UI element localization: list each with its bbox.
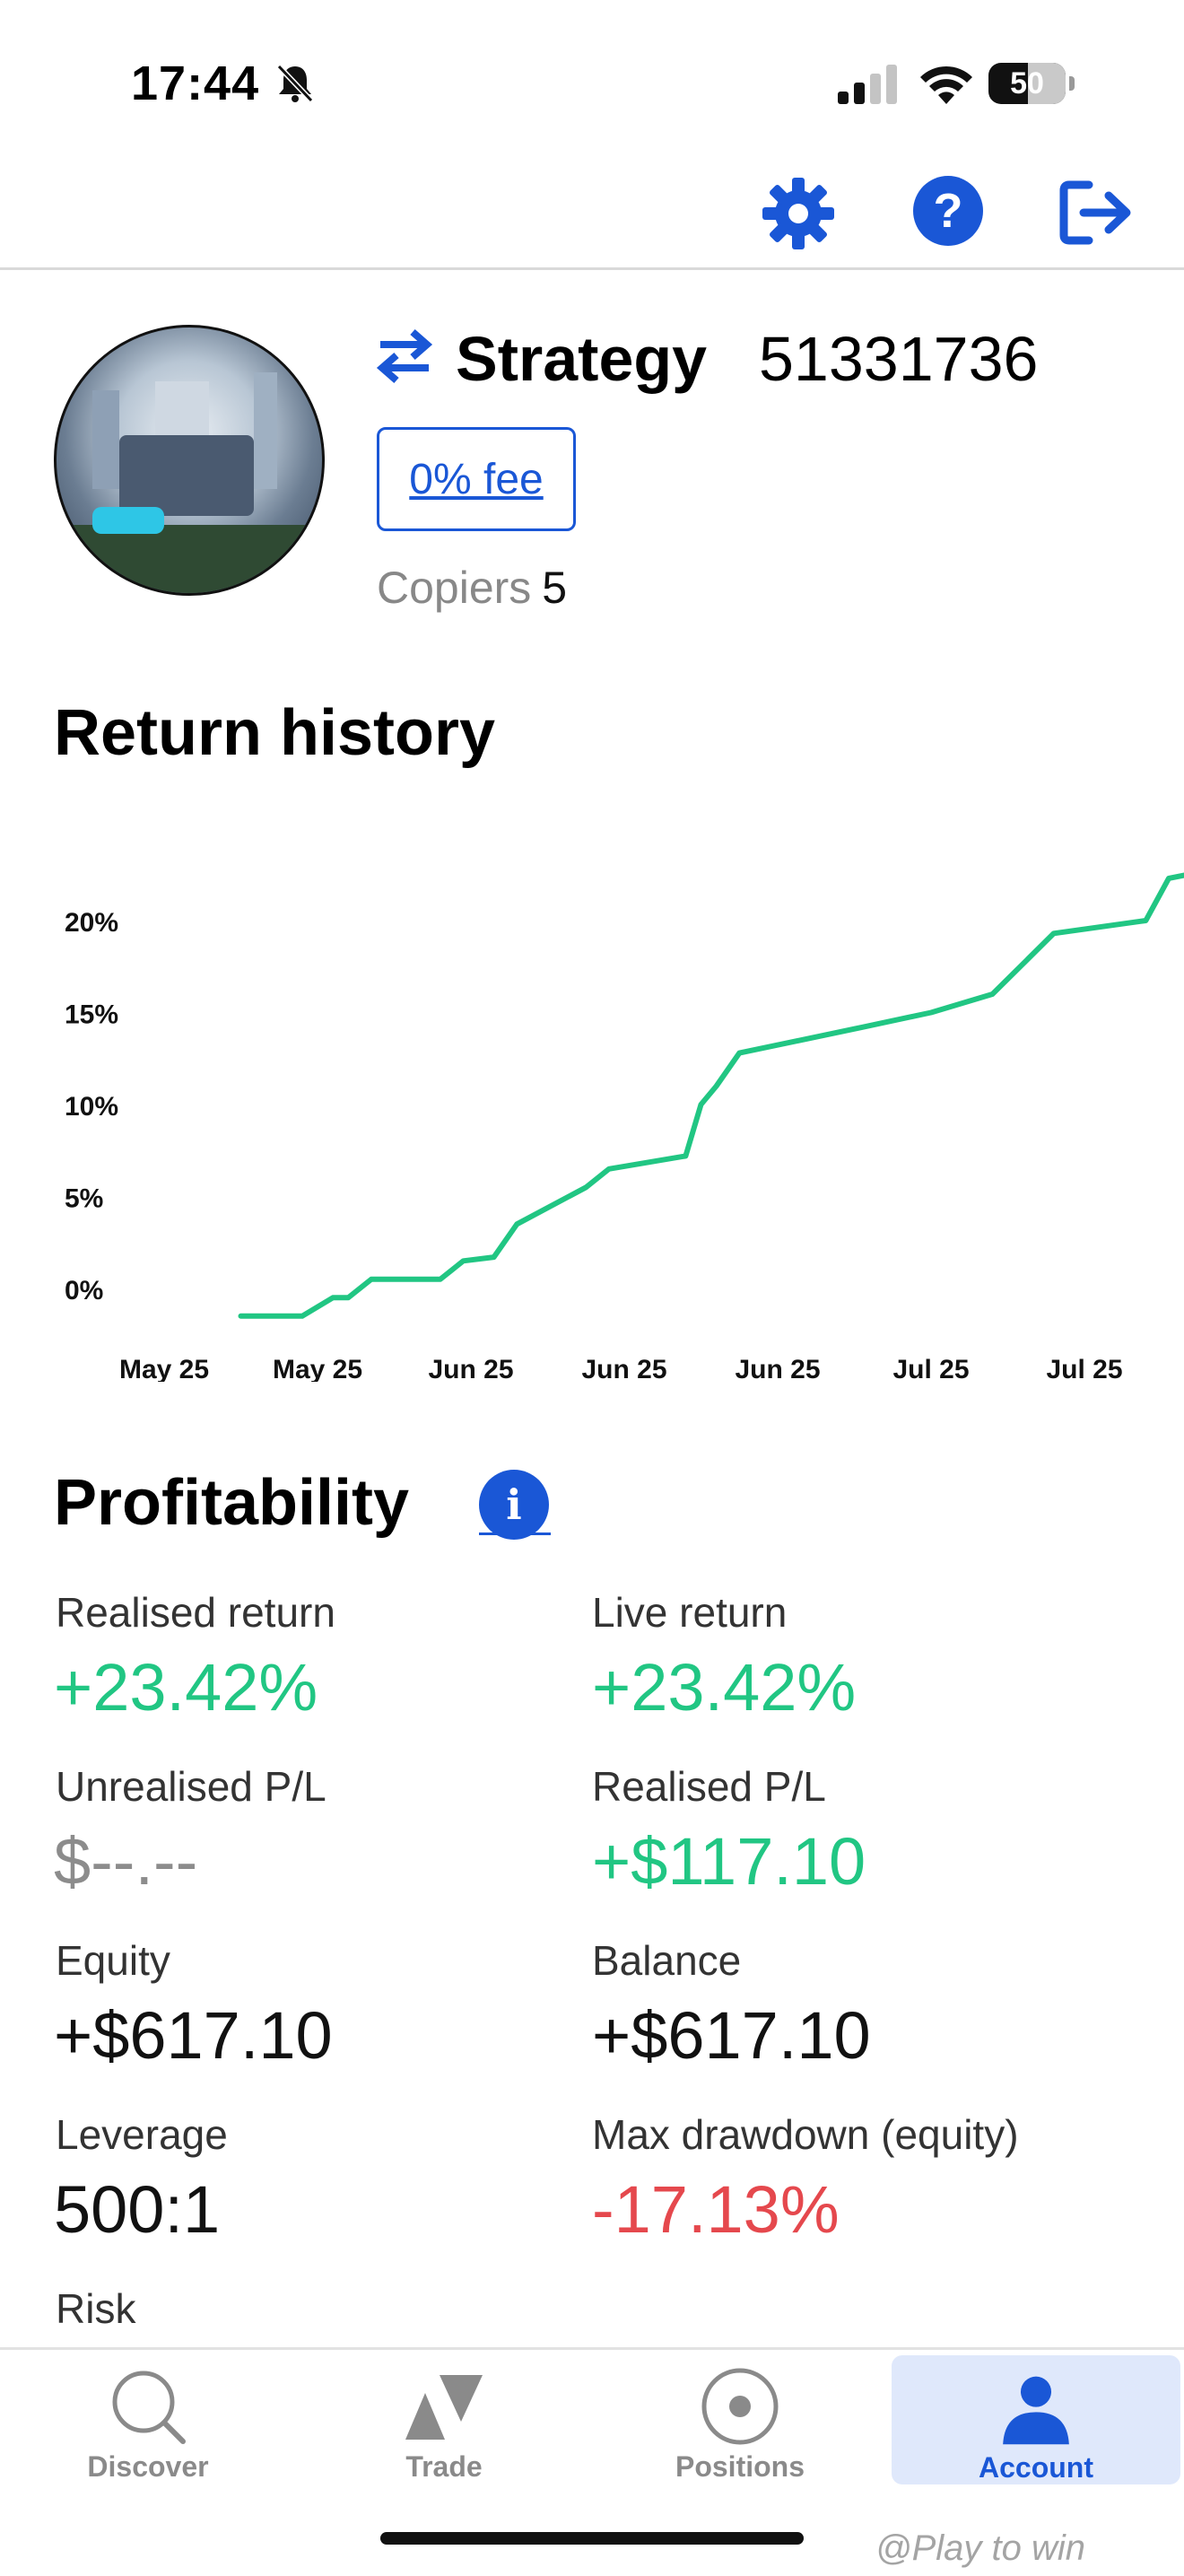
x-tick-label: Jun 25: [735, 1355, 820, 1382]
copiers-label: Copiers: [377, 563, 531, 613]
risk-label: Risk: [56, 2284, 135, 2333]
strategy-avatar: [54, 325, 325, 596]
y-tick-label: 0%: [65, 1276, 103, 1305]
tab-positions-label: Positions: [675, 2450, 805, 2484]
header-divider: [0, 267, 1184, 270]
leverage-label: Leverage: [56, 2110, 228, 2159]
logout-icon[interactable]: [1058, 178, 1134, 248]
live-return-value: +23.42%: [592, 1649, 856, 1725]
help-icon[interactable]: ?: [913, 176, 983, 246]
return-history-title: Return history: [54, 696, 495, 770]
strategy-id: 51331736: [759, 323, 1038, 395]
tab-trade[interactable]: Trade: [296, 2350, 592, 2484]
tab-trade-label: Trade: [405, 2450, 482, 2484]
x-tick-label: Jun 25: [428, 1355, 513, 1382]
leverage-value: 500:1: [54, 2171, 220, 2248]
x-tick-label: May 25: [119, 1355, 209, 1382]
realised-pl-label: Realised P/L: [592, 1762, 826, 1811]
info-underline: [479, 1533, 551, 1535]
signal-icon: [838, 65, 899, 104]
y-tick-label: 5%: [65, 1184, 103, 1214]
swap-arrows-icon: [375, 327, 434, 386]
battery-indicator: 50: [988, 63, 1066, 104]
tab-discover-label: Discover: [87, 2450, 208, 2484]
watermark: @Play to win: [875, 2528, 1085, 2569]
y-tick-label: 10%: [65, 1092, 118, 1122]
trade-icon: [404, 2366, 484, 2447]
status-time: 17:44: [131, 56, 259, 111]
info-glyph: i: [506, 1480, 521, 1529]
search-icon: [108, 2366, 188, 2447]
equity-label: Equity: [56, 1936, 170, 1985]
battery-level: 50: [1010, 66, 1044, 101]
x-tick-label: Jun 25: [581, 1355, 666, 1382]
account-icon: [996, 2371, 1076, 2448]
live-return-label: Live return: [592, 1588, 787, 1637]
balance-label: Balance: [592, 1936, 741, 1985]
realised-pl-value: +$117.10: [592, 1823, 866, 1899]
fee-button[interactable]: 0% fee: [377, 427, 576, 531]
equity-value: +$617.10: [54, 1997, 333, 2074]
info-icon[interactable]: i: [479, 1470, 549, 1540]
tab-account[interactable]: Account: [892, 2355, 1180, 2484]
x-tick-label: Jul 25: [1046, 1355, 1122, 1382]
x-tick-label: Jul 25: [892, 1355, 969, 1382]
balance-value: +$617.10: [592, 1997, 871, 2074]
tab-discover[interactable]: Discover: [0, 2350, 296, 2484]
y-tick-label: 15%: [65, 1000, 118, 1030]
max-drawdown-label: Max drawdown (equity): [592, 2110, 1019, 2159]
return-history-chart[interactable]: 20% 15% 10% 5% 0% May 25 May 25 Jun 25 Jun 25 Jun…: [0, 808, 1184, 1382]
max-drawdown-value: -17.13%: [592, 2171, 840, 2248]
settings-gear-icon[interactable]: [761, 176, 836, 251]
help-glyph: ?: [934, 183, 963, 239]
return-series-line: [241, 871, 1184, 1316]
copiers-count: 5: [542, 563, 567, 613]
tab-account-label: Account: [979, 2451, 1093, 2484]
tab-positions[interactable]: Positions: [592, 2350, 888, 2484]
unrealised-pl-label: Unrealised P/L: [56, 1762, 326, 1811]
strategy-title: Strategy: [456, 323, 707, 395]
wifi-icon: [918, 61, 974, 104]
bell-muted-icon: [274, 63, 316, 104]
fee-label: 0% fee: [409, 455, 543, 504]
realised-return-value: +23.42%: [54, 1649, 318, 1725]
x-tick-label: May 25: [273, 1355, 362, 1382]
unrealised-pl-value: $--.--: [54, 1823, 197, 1899]
positions-icon: [700, 2366, 780, 2447]
status-bar: 17:44 50: [0, 0, 1184, 153]
y-tick-label: 20%: [65, 908, 118, 938]
home-indicator[interactable]: [380, 2532, 804, 2545]
realised-return-label: Realised return: [56, 1588, 335, 1637]
profitability-title: Profitability: [54, 1466, 409, 1540]
